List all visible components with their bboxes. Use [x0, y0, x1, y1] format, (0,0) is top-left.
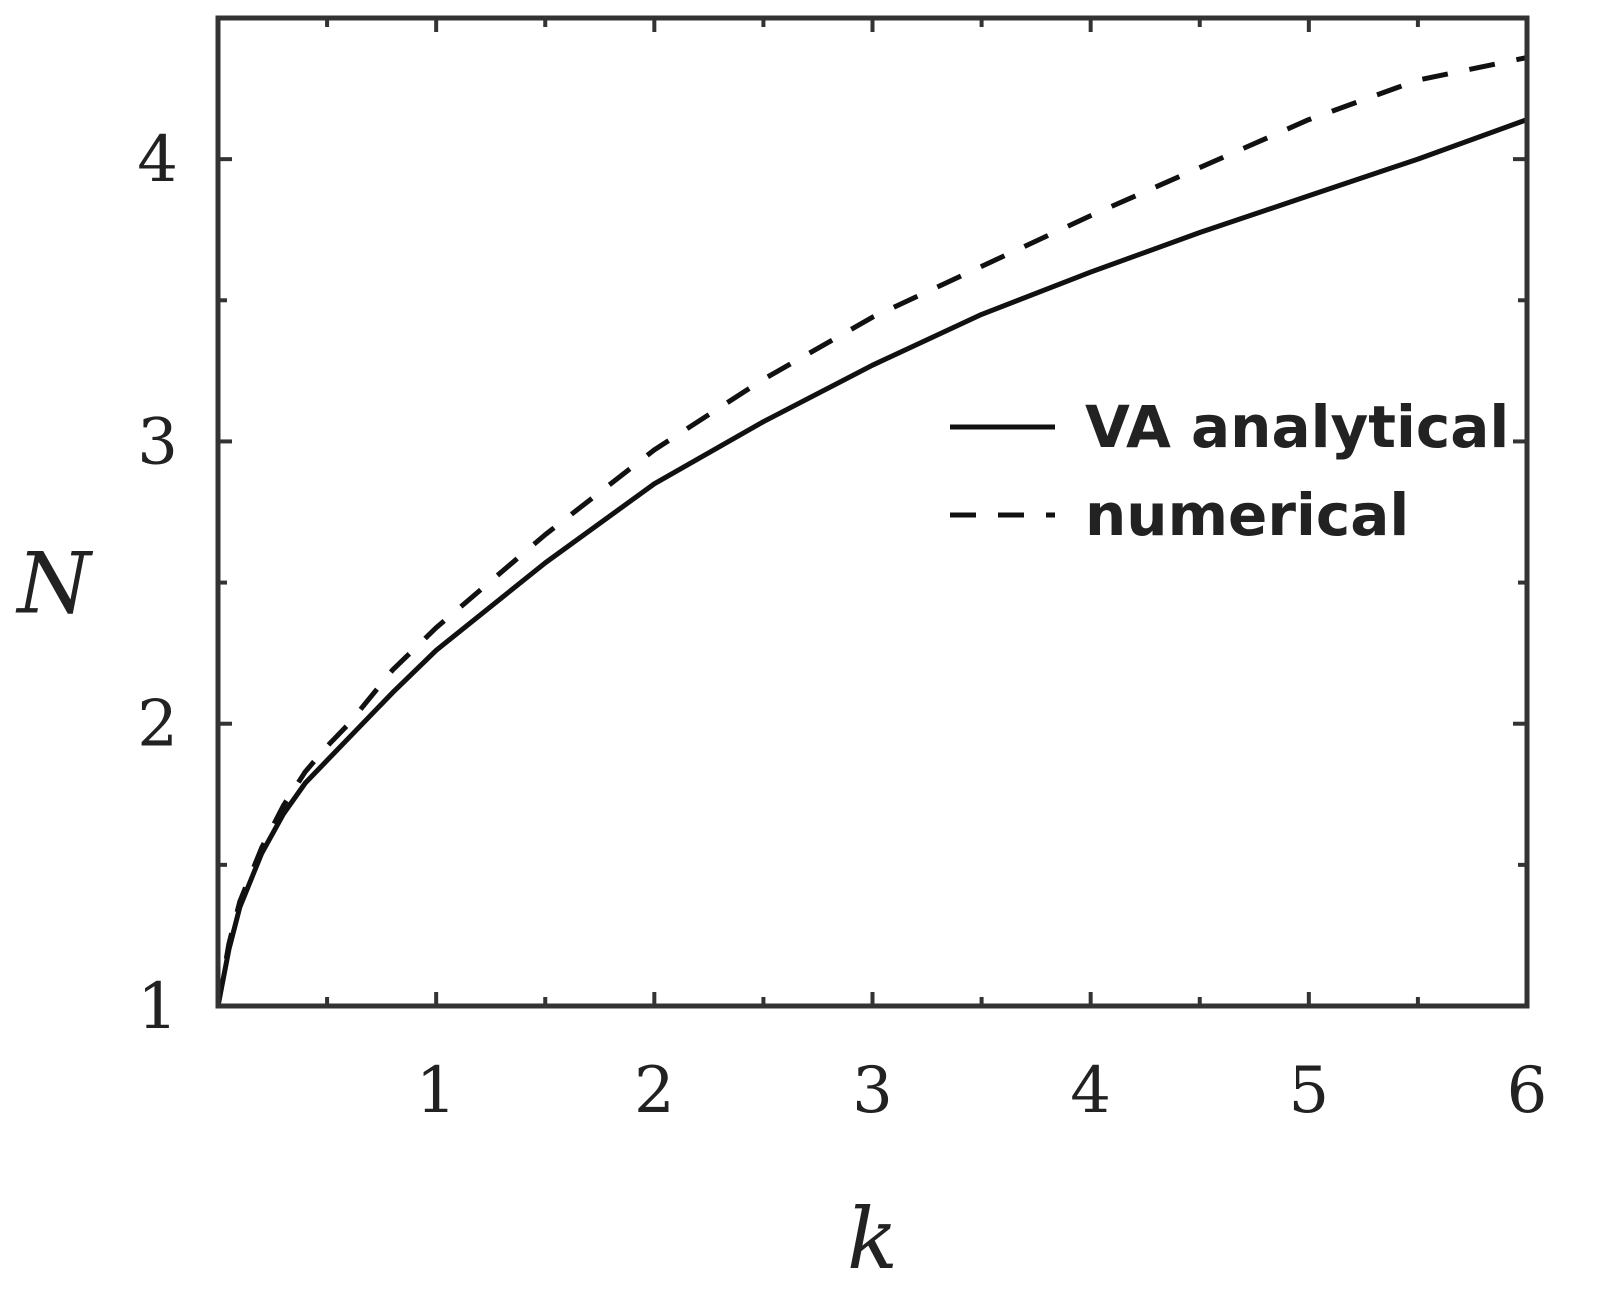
x-tick-label: 6 — [1507, 1054, 1548, 1128]
series-line-va-analytical — [215, 117, 1528, 1007]
y-axis-title: N — [15, 535, 93, 633]
x-tick-label: 2 — [634, 1054, 675, 1128]
axis-ticks — [218, 18, 1529, 1008]
axis-tick-labels: 1 2 3 4 5 6 1 2 3 4 — [137, 123, 1547, 1128]
x-tick-label: 3 — [852, 1054, 893, 1128]
legend-label-numerical: numerical — [1085, 481, 1409, 549]
x-tick-label: 5 — [1288, 1054, 1329, 1128]
legend-label-va-analytical: VA analytical — [1085, 393, 1509, 461]
plot-lines — [215, 55, 1528, 1007]
x-tick-label: 4 — [1070, 1054, 1111, 1128]
x-axis-title: k — [847, 1190, 898, 1288]
x-tick-label: 1 — [416, 1054, 457, 1128]
y-tick-label: 4 — [137, 123, 178, 197]
y-tick-label: 2 — [137, 688, 178, 762]
y-tick-label: 1 — [137, 970, 178, 1044]
y-tick-label: 3 — [137, 405, 178, 479]
legend: VA analytical numerical — [950, 393, 1509, 549]
